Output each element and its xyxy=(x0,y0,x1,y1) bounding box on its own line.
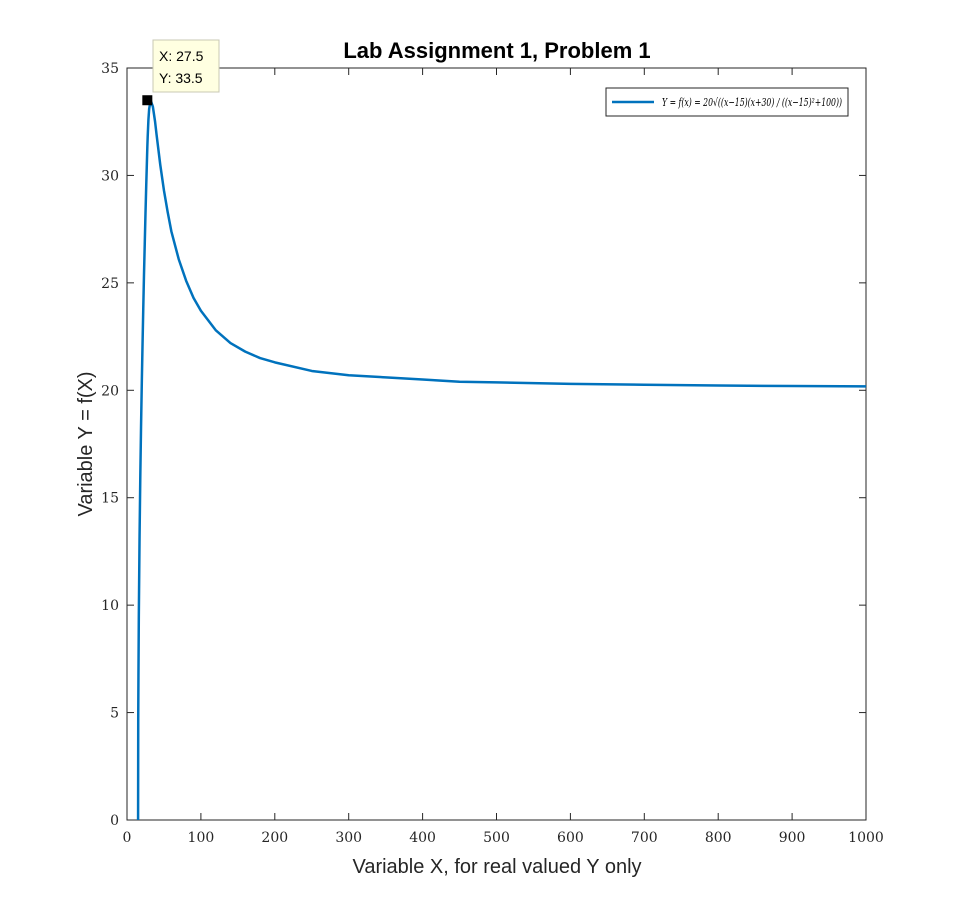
x-tick-label: 1000 xyxy=(848,830,884,846)
x-axis-label: Variable X, for real valued Y only xyxy=(352,856,641,878)
x-tick-label: 800 xyxy=(705,830,732,846)
series-line xyxy=(136,98,866,820)
legend: Y = f(x) = 20√((x−15)(x+30) / ((x−15)²+1… xyxy=(605,87,849,117)
datatip-y: Y: 33.5 xyxy=(159,70,203,86)
x-tick-label: 600 xyxy=(557,830,584,846)
datatip-marker xyxy=(142,95,153,106)
y-tick-label: 25 xyxy=(101,276,119,292)
legend-label: Y = f(x) = 20√((x−15)(x+30) / ((x−15)²+1… xyxy=(662,96,842,109)
y-tick-label: 35 xyxy=(101,61,119,77)
datatip-box xyxy=(152,39,220,93)
x-tick-label: 400 xyxy=(409,830,436,846)
x-tick-label: 200 xyxy=(261,830,288,846)
y-tick-label: 10 xyxy=(101,598,119,614)
axis-ticks xyxy=(126,67,867,821)
x-tick-label: 0 xyxy=(123,830,132,846)
datatip: X: 27.5 Y: 33.5 xyxy=(142,39,220,106)
y-tick-label: 0 xyxy=(110,813,119,829)
chart-title: Lab Assignment 1, Problem 1 xyxy=(343,38,650,63)
plot-area xyxy=(126,67,867,821)
y-tick-label: 5 xyxy=(110,706,119,722)
axis-tick-labels: 0 100 200 300 400 500 600 700 800 900 1000 0 5 10 15 20… xyxy=(101,61,884,846)
x-tick-label: 100 xyxy=(188,830,215,846)
x-tick-label: 900 xyxy=(779,830,806,846)
x-tick-label: 700 xyxy=(631,830,658,846)
datatip-x: X: 27.5 xyxy=(159,48,204,64)
y-tick-label: 15 xyxy=(101,491,119,507)
y-tick-label: 20 xyxy=(101,383,119,399)
y-tick-label: 30 xyxy=(101,168,119,184)
y-axis-label: Variable Y = f(X) xyxy=(75,371,97,516)
x-tick-label: 500 xyxy=(483,830,510,846)
series-layer xyxy=(136,98,866,820)
x-tick-label: 300 xyxy=(335,830,362,846)
